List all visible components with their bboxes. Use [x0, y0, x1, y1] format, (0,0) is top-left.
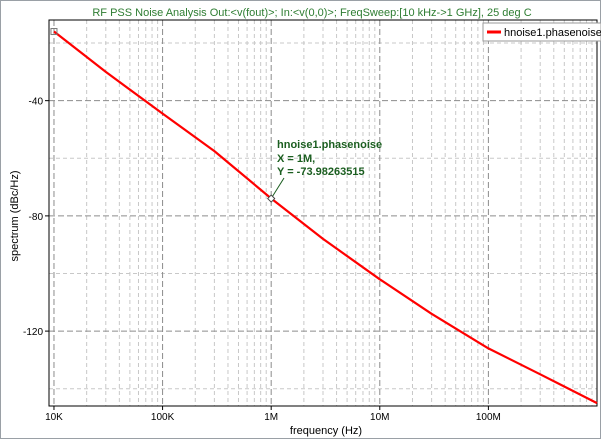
x-tick-label: 100M: [476, 412, 501, 423]
x-axis-ticks: 10K 100K 1M 10M 100M: [45, 406, 501, 423]
annotation-x-value: X = 1M,: [277, 153, 315, 165]
legend-label-hnoise1-phasenoise: hnoise1.phasenoise: [504, 27, 601, 39]
x-tick-label: 100K: [151, 412, 175, 423]
y-tick-label: -80: [29, 212, 44, 223]
x-tick-label: 1M: [264, 412, 278, 423]
x-axis-label: frequency (Hz): [290, 425, 362, 437]
series-start-marker: [50, 28, 58, 36]
series-line-hnoise1-phasenoise[interactable]: [53, 30, 598, 405]
minor-grid: [49, 20, 597, 406]
annotation-marker: [266, 194, 276, 203]
y-tick-label: -40: [29, 97, 44, 108]
chart-title: RF PSS Noise Analysis Out:<v(fout)>; In:…: [92, 7, 531, 19]
plot-area-frame: [48, 19, 598, 407]
y-tick-label: -120: [23, 327, 43, 338]
annotation-y-value: Y = -73.98263515: [277, 166, 365, 178]
annotation-series-name: hnoise1.phasenoise: [277, 139, 382, 151]
series-layer[interactable]: [50, 28, 598, 405]
y-axis-ticks: -40 -80 -120: [23, 97, 49, 338]
x-tick-label: 10M: [370, 412, 389, 423]
annotation-leader: [270, 177, 285, 199]
y-axis-label: spectrum (dBc/Hz): [9, 170, 21, 261]
legend-box: [482, 22, 601, 42]
cursor-annotation[interactable]: hnoise1.phasenoise X = 1M, Y = -73.98263…: [266, 139, 382, 203]
legend[interactable]: hnoise1.phasenoise: [482, 22, 601, 42]
x-tick-label: 10K: [45, 412, 63, 423]
major-grid: [49, 20, 597, 406]
